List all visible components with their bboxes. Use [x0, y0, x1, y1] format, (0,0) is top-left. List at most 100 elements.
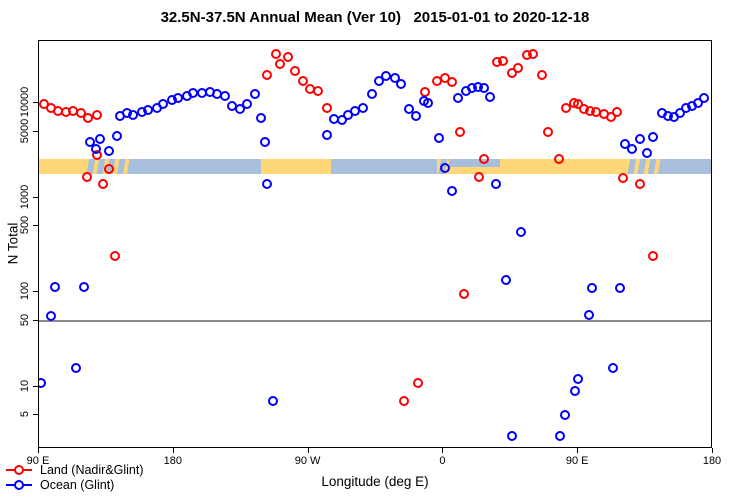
y-tick: [33, 385, 38, 387]
x-tick: [307, 448, 309, 453]
data-point-ocean: [501, 275, 512, 286]
data-point-land: [454, 127, 465, 138]
data-point-land: [561, 102, 572, 113]
legend: Land (Nadir&Glint) Ocean (Glint): [6, 462, 144, 492]
y-tick-label: 10000: [19, 86, 31, 118]
reference-line-n50: [39, 319, 711, 322]
data-point-ocean: [615, 283, 626, 294]
y-tick: [33, 225, 38, 227]
plot-area: [38, 40, 712, 448]
x-tick-label: 0: [439, 455, 446, 467]
data-point-ocean: [242, 99, 253, 110]
data-point-ocean: [260, 136, 271, 147]
data-point-ocean: [261, 178, 272, 189]
y-tick-label: 500: [19, 216, 31, 235]
land-ocean-strip-med-split: [449, 158, 501, 174]
x-tick-label: 180: [163, 455, 182, 467]
data-point-land: [270, 49, 281, 60]
data-point-ocean: [366, 89, 377, 100]
data-point-ocean: [507, 431, 518, 442]
y-tick-label: 100: [19, 282, 31, 301]
data-point-land: [412, 377, 423, 388]
x-tick-label: 90 E: [26, 455, 50, 467]
land-ocean-strip-land: [39, 158, 86, 174]
data-point-ocean: [390, 73, 401, 84]
data-point-ocean: [675, 108, 686, 119]
data-point-ocean: [321, 130, 332, 141]
data-point-ocean: [627, 143, 638, 154]
x-tick: [172, 448, 174, 453]
data-point-ocean: [267, 396, 278, 407]
y-tick: [33, 291, 38, 293]
data-point-ocean: [484, 92, 495, 103]
land-ocean-strip-mixed: [626, 158, 664, 174]
data-point-land: [513, 63, 524, 74]
x-tick-label: 180: [702, 455, 722, 467]
data-point-ocean: [607, 362, 618, 373]
y-tick: [33, 102, 38, 104]
legend-circle-icon: [14, 479, 24, 490]
data-point-land: [98, 178, 109, 189]
data-point-land: [612, 107, 623, 118]
data-point-ocean: [453, 93, 464, 104]
y-tick-label: 50: [19, 313, 31, 326]
data-point-ocean: [570, 386, 581, 397]
data-point-ocean: [699, 93, 709, 104]
data-point-land: [537, 69, 548, 80]
data-point-ocean: [111, 130, 122, 141]
data-point-ocean: [447, 186, 458, 197]
data-point-ocean: [219, 91, 230, 102]
y-tick-label: 5: [19, 411, 31, 418]
data-point-ocean: [439, 163, 450, 174]
data-point-ocean: [516, 227, 527, 238]
data-point-ocean: [423, 98, 434, 109]
data-point-ocean: [478, 83, 489, 94]
data-point-land: [81, 172, 92, 183]
x-tick-label: 90 W: [294, 455, 321, 467]
data-point-ocean: [158, 99, 169, 110]
y-tick-label: 1000: [19, 184, 31, 209]
land-ocean-strip-ocean: [663, 158, 711, 174]
data-point-land: [498, 55, 509, 66]
data-point-ocean: [559, 410, 570, 421]
data-point-ocean: [555, 431, 566, 442]
data-point-ocean: [634, 133, 645, 144]
data-point-land: [618, 173, 629, 184]
chart-title: 32.5N-37.5N Annual Mean (Ver 10) 2015-01…: [160, 9, 590, 26]
data-point-land: [528, 49, 539, 60]
x-tick-label: 90 E: [565, 455, 589, 467]
data-point-ocean: [693, 98, 704, 109]
data-point-land: [478, 153, 489, 164]
data-point-ocean: [95, 133, 106, 144]
legend-symbol: [6, 479, 32, 490]
data-point-ocean: [490, 178, 501, 189]
x-tick: [442, 448, 444, 453]
data-point-ocean: [78, 281, 89, 292]
data-point-ocean: [648, 131, 659, 142]
data-point-land: [474, 172, 485, 183]
legend-circle-icon: [14, 464, 24, 475]
land-ocean-strip-ocean: [331, 158, 438, 174]
data-point-land: [261, 69, 272, 80]
data-point-ocean: [90, 143, 101, 154]
data-point-ocean: [234, 103, 245, 114]
y-tick: [33, 130, 38, 132]
data-point-ocean: [586, 283, 597, 294]
data-point-ocean: [373, 76, 384, 87]
data-point-land: [543, 126, 554, 137]
data-point-land: [75, 108, 86, 119]
y-tick: [33, 196, 38, 198]
data-point-land: [634, 178, 645, 189]
data-point-land: [104, 164, 115, 175]
legend-row-land: Land (Nadir&Glint): [6, 462, 144, 477]
legend-label: Ocean (Glint): [40, 477, 115, 492]
data-point-land: [275, 58, 286, 69]
y-axis-label: N Total: [5, 222, 21, 265]
data-point-land: [282, 51, 293, 62]
data-point-land: [399, 396, 410, 407]
data-point-ocean: [433, 132, 444, 143]
data-point-land: [92, 110, 103, 121]
data-point-ocean: [104, 146, 115, 157]
data-point-ocean: [642, 147, 653, 158]
